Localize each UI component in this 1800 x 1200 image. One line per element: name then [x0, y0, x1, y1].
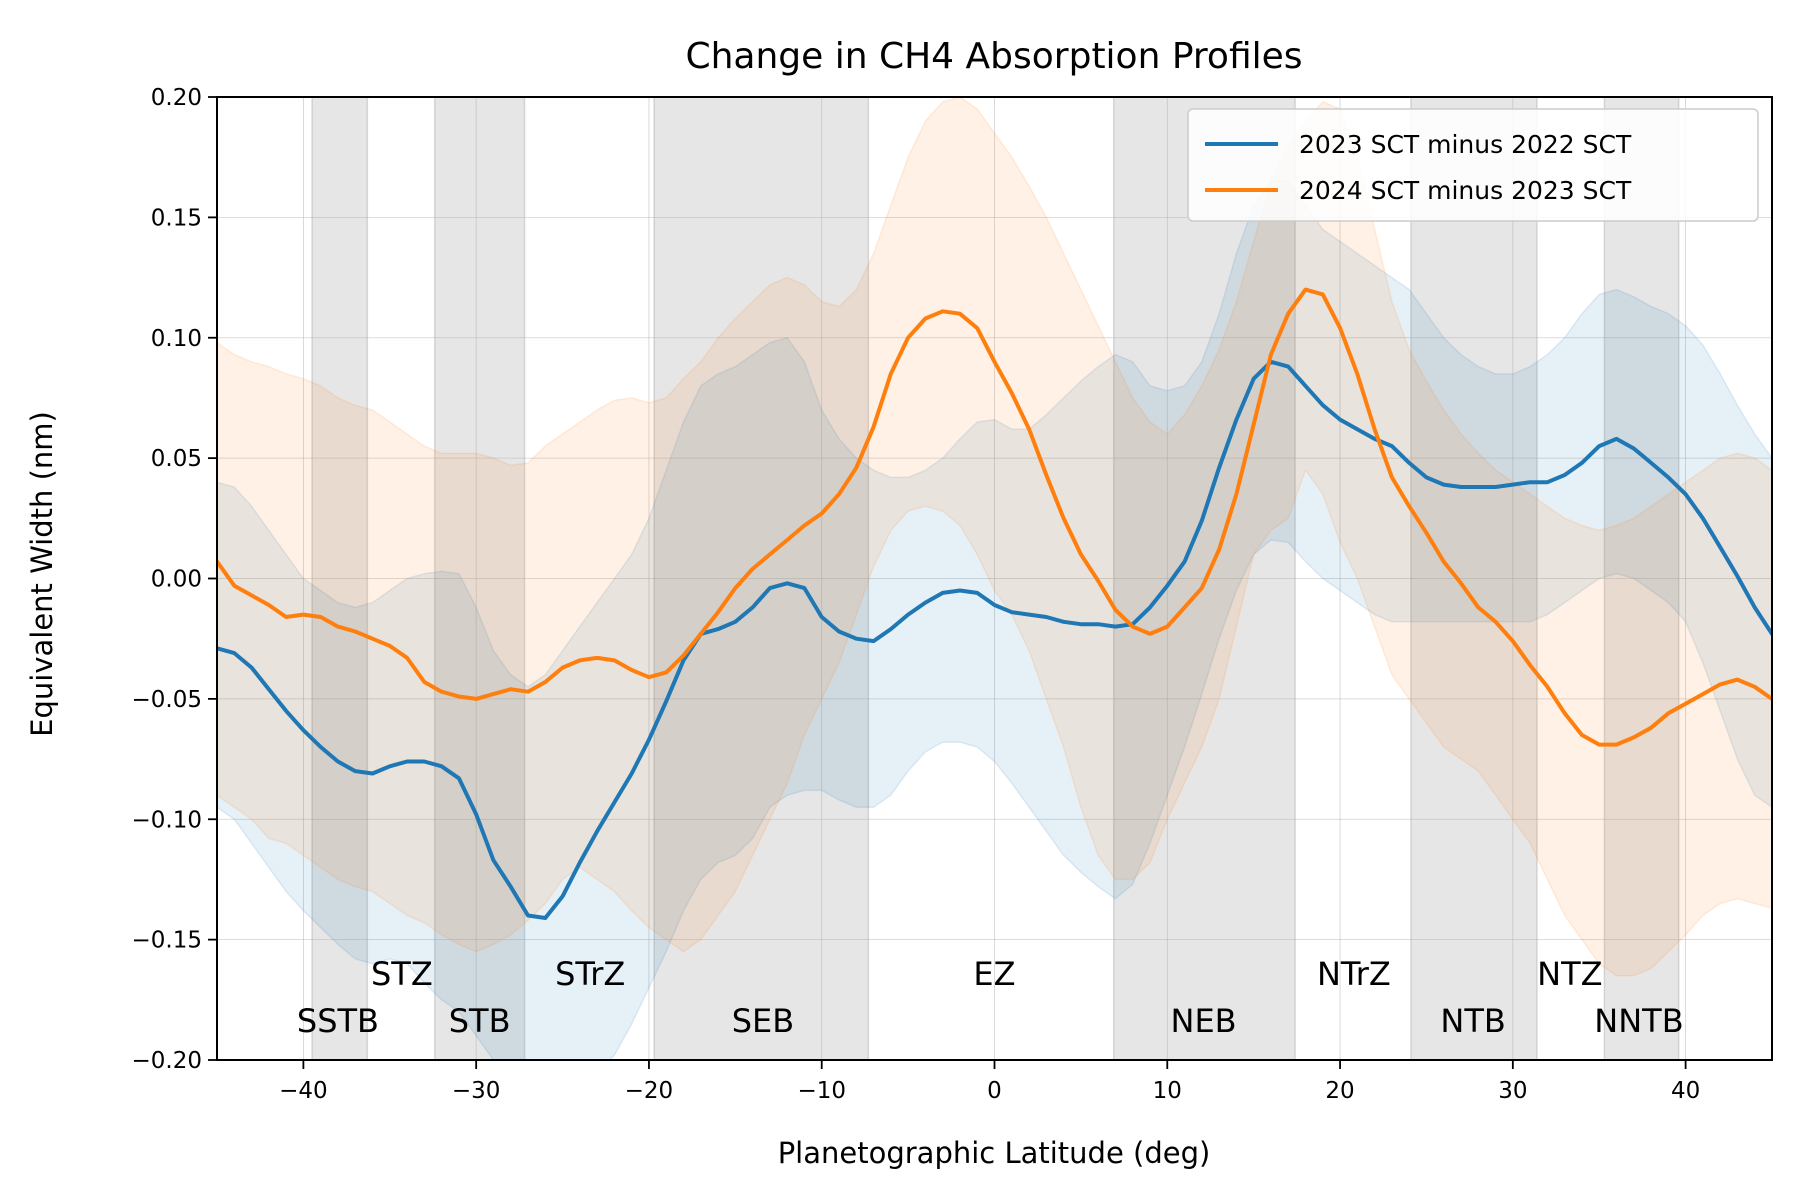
x-tick-label: −20 — [625, 1078, 674, 1104]
y-tick-label: −0.10 — [132, 807, 202, 833]
y-tick-label: 0.10 — [151, 326, 202, 352]
x-tick-label: −10 — [797, 1078, 846, 1104]
y-tick-label: 0.00 — [151, 567, 202, 593]
y-tick-label: 0.05 — [151, 446, 202, 472]
region-label-strz: STrZ — [555, 955, 625, 993]
y-tick-label: 0.15 — [151, 205, 202, 231]
chart-title: Change in CH4 Absorption Profiles — [685, 36, 1302, 77]
legend-box — [1187, 108, 1759, 222]
y-axis-label: Equivalent Width (nm) — [25, 411, 59, 737]
uncertainty-band-2023 — [217, 180, 1772, 1060]
uncertainty-band-2024 — [217, 97, 1772, 977]
region-label-nntb: NNTB — [1594, 1002, 1683, 1040]
plot-area: SSTB STZ STB STrZ SEB EZ NEB NTrZ NTB NTZ NNTB — [217, 97, 1772, 1060]
x-tick-label: 20 — [1325, 1078, 1354, 1104]
x-axis-label: Planetographic Latitude (deg) — [778, 1136, 1211, 1170]
x-tick-label: 40 — [1671, 1078, 1700, 1104]
region-label-ntb: NTB — [1440, 1002, 1505, 1040]
region-label-ntrz: NTrZ — [1317, 955, 1391, 993]
y-tick-label: −0.05 — [132, 687, 202, 713]
axis-ticks: −40 −30 −20 −10 0 10 20 30 40 −0.20 −0.15 −0.10 −0.0… — [132, 85, 1701, 1104]
legend-label-2023: 2023 SCT minus 2022 SCT — [1299, 130, 1632, 159]
x-tick-label: 10 — [1153, 1078, 1182, 1104]
series-line-2023 — [217, 359, 1772, 920]
region-label-ntz: NTZ — [1537, 955, 1602, 993]
plot-frame — [216, 96, 1773, 1061]
series-line-2024 — [217, 287, 1772, 747]
y-tick-label: 0.20 — [151, 85, 202, 111]
region-label-stb: STB — [449, 1002, 511, 1040]
region-label-neb: NEB — [1171, 1002, 1237, 1040]
region-label-stz: STZ — [371, 955, 433, 993]
region-label-ez: EZ — [973, 955, 1015, 993]
region-label-seb: SEB — [732, 1002, 794, 1040]
legend-label-2024: 2024 SCT minus 2023 SCT — [1299, 176, 1632, 205]
legend: 2023 SCT minus 2022 SCT 2024 SCT minus 2… — [1187, 108, 1759, 222]
x-tick-label: 30 — [1498, 1078, 1527, 1104]
y-tick-label: −0.20 — [132, 1048, 202, 1074]
x-tick-label: −40 — [279, 1078, 328, 1104]
region-label-sstb: SSTB — [297, 1002, 379, 1040]
y-tick-label: −0.15 — [132, 928, 202, 954]
x-tick-label: −30 — [452, 1078, 501, 1104]
x-tick-label: 0 — [987, 1078, 1002, 1104]
